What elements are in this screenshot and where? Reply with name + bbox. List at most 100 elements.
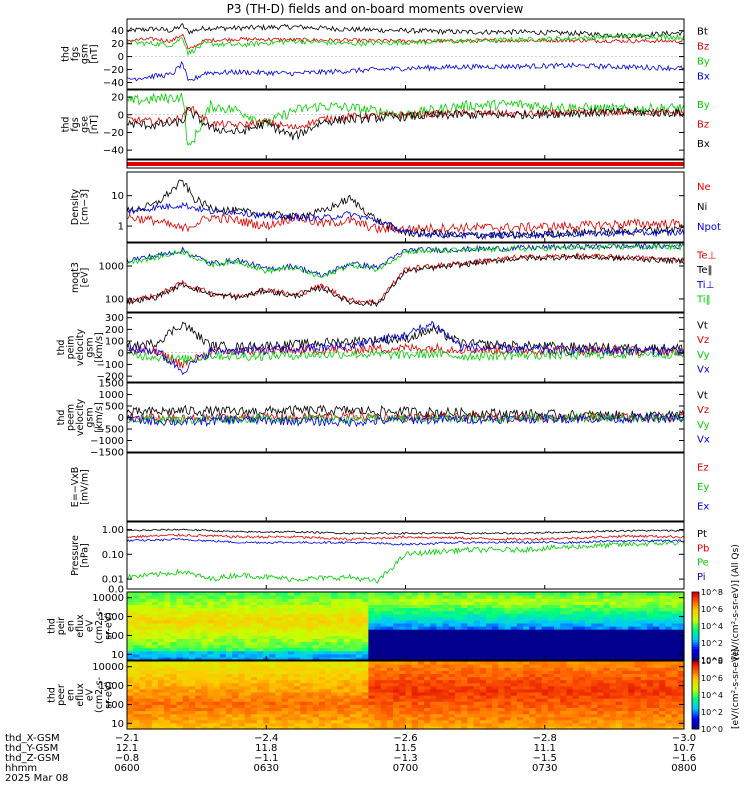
x-axis-value: −3.0 bbox=[672, 733, 696, 744]
spectrogram-cell bbox=[411, 707, 419, 712]
spectrogram-cell bbox=[417, 641, 425, 646]
spectrogram-cell bbox=[448, 644, 456, 649]
spectrogram-cell bbox=[139, 641, 147, 646]
spectrogram-cell bbox=[232, 661, 239, 665]
spectrogram-cell bbox=[263, 679, 270, 684]
spectrogram-cell bbox=[585, 725, 592, 730]
spectrogram-cell bbox=[486, 667, 493, 671]
spectrogram-cell bbox=[659, 670, 666, 674]
spectrogram-cell bbox=[201, 650, 209, 655]
spectrogram-cell bbox=[201, 673, 209, 678]
spectrogram-cell bbox=[380, 653, 388, 658]
spectrogram-cell bbox=[585, 670, 592, 674]
spectrogram-cell bbox=[331, 713, 338, 718]
spectrogram-cell bbox=[653, 698, 660, 702]
spectrogram-cell bbox=[677, 698, 685, 702]
spectrogram-cell bbox=[430, 613, 438, 618]
spectrogram-cell bbox=[349, 638, 357, 643]
spectrogram-cell bbox=[257, 644, 264, 649]
spectrogram-cell bbox=[157, 604, 165, 609]
spectrogram-cell bbox=[417, 701, 425, 705]
spectrogram-cell bbox=[399, 661, 407, 665]
spectrogram-cell bbox=[325, 598, 332, 602]
spectrogram-cell bbox=[238, 688, 246, 693]
spectrogram-cell bbox=[554, 698, 561, 702]
spectrogram-cell bbox=[263, 661, 270, 665]
spectrogram-cell bbox=[182, 673, 190, 678]
spectrogram-cell bbox=[250, 626, 258, 630]
spectrogram-cell bbox=[343, 607, 351, 612]
spectrogram-cell bbox=[343, 656, 351, 661]
spectrogram-cell bbox=[294, 607, 301, 612]
spectrogram-cell bbox=[195, 691, 202, 696]
spectrogram-cell bbox=[164, 725, 171, 730]
spectrogram-cell bbox=[603, 667, 611, 671]
spectrogram-cell bbox=[560, 725, 567, 730]
spectrogram-cell bbox=[665, 707, 673, 712]
spectrogram-cell bbox=[368, 656, 376, 661]
spectrogram-cell bbox=[275, 629, 283, 633]
spectrogram-cell bbox=[547, 607, 555, 612]
spectrogram-cell bbox=[263, 613, 270, 618]
colorbar-step bbox=[692, 670, 699, 673]
spectrogram-cell bbox=[424, 641, 431, 646]
spectrogram-cell bbox=[393, 673, 400, 678]
spectrogram-cell bbox=[306, 638, 314, 643]
spectrogram-cell bbox=[615, 592, 623, 596]
spectrogram-cell bbox=[615, 725, 623, 730]
spectrogram-cell bbox=[541, 622, 549, 627]
spectrogram-cell bbox=[219, 610, 227, 615]
spectrogram-cell bbox=[244, 635, 252, 639]
spectrogram-cell bbox=[312, 695, 320, 699]
series-lines bbox=[127, 243, 684, 308]
spectrogram-cell bbox=[195, 601, 202, 605]
spectrogram-cell bbox=[393, 670, 400, 674]
spectrogram-cell bbox=[343, 641, 351, 646]
spectrogram-cell bbox=[615, 653, 623, 658]
spectrogram-cell bbox=[634, 707, 642, 712]
spectrogram-cell bbox=[386, 613, 394, 618]
spectrogram-cell bbox=[430, 676, 438, 681]
spectrogram-cell bbox=[560, 701, 567, 705]
spectrogram-cell bbox=[145, 676, 153, 681]
spectrogram-cell bbox=[510, 679, 518, 684]
colorbar-step bbox=[692, 665, 699, 669]
spectrogram-cell bbox=[127, 644, 134, 649]
spectrogram-cell bbox=[498, 710, 506, 715]
spectrogram-cell bbox=[188, 676, 196, 681]
spectrogram-cell bbox=[318, 595, 326, 599]
spectrogram-cell bbox=[541, 598, 549, 602]
spectrogram-cell bbox=[566, 673, 574, 678]
spectrogram-cell bbox=[677, 616, 685, 621]
spectrogram-cell bbox=[207, 725, 215, 730]
spectrogram-cell bbox=[151, 626, 159, 630]
spectrogram-cell bbox=[622, 610, 629, 615]
spectrogram-cell bbox=[677, 713, 685, 718]
spectrogram-cell bbox=[448, 701, 456, 705]
spectrogram-cell bbox=[287, 710, 295, 715]
spectrogram-cell bbox=[281, 676, 289, 681]
spectrogram-cell bbox=[622, 667, 629, 671]
spectrogram-cell bbox=[417, 613, 425, 618]
spectrogram-cell bbox=[257, 667, 264, 671]
spectrogram-cell bbox=[591, 622, 598, 627]
spectrogram-cell bbox=[609, 682, 617, 687]
spectrogram-cell bbox=[133, 635, 140, 639]
spectrogram-cell bbox=[461, 725, 468, 730]
spectrogram-cell bbox=[640, 688, 648, 693]
y-axis-label-line: E=−VxB bbox=[70, 467, 81, 508]
y-tick-label: 1.00 bbox=[102, 525, 124, 536]
spectrogram-cell bbox=[275, 595, 283, 599]
colorbar-step bbox=[692, 637, 699, 641]
spectrogram-cell bbox=[294, 695, 301, 699]
y-tick-label: 10 bbox=[111, 719, 124, 730]
spectrogram-cell bbox=[275, 604, 283, 609]
spectrogram-cell bbox=[306, 650, 314, 655]
spectrogram-cell bbox=[170, 629, 178, 633]
spectrogram-cell bbox=[646, 626, 654, 630]
spectrogram-cell bbox=[578, 644, 586, 649]
spectrogram-cell bbox=[566, 698, 574, 702]
spectrogram-cell bbox=[498, 713, 506, 718]
spectrogram-cell bbox=[349, 713, 357, 718]
